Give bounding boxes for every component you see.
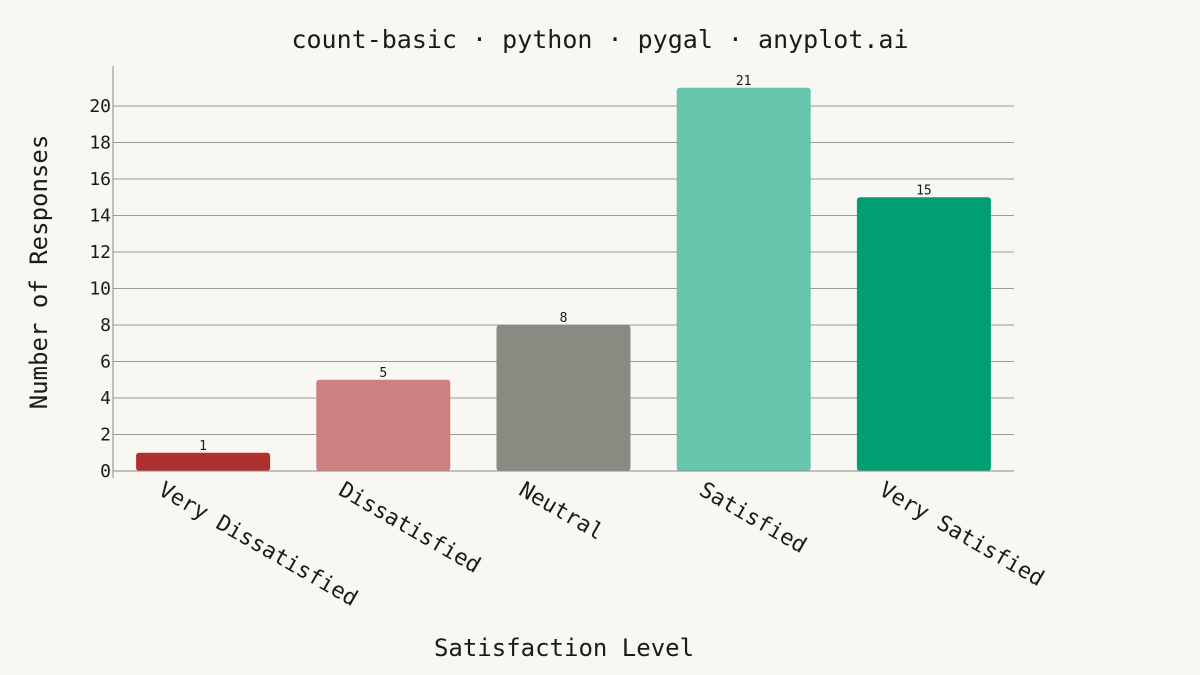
x-tick-label: Very Satisfied (875, 478, 1048, 592)
y-tick-label: 2 (100, 425, 111, 446)
y-tick-label: 8 (100, 315, 111, 336)
y-tick-label: 12 (89, 242, 111, 263)
y-tick-label: 20 (89, 96, 111, 117)
bar-very-satisfied (856, 197, 991, 471)
y-axis-ticks: 0 2 4 6 8 10 12 14 16 18 20 (89, 96, 111, 482)
bar-dissatisfied (316, 379, 451, 471)
bar-satisfied (676, 87, 811, 471)
x-tick-label: Satisfied (695, 478, 811, 559)
x-tick-label: Dissatisfied (334, 478, 484, 579)
x-tick-label: Neutral (515, 478, 608, 546)
bar-value-label: 15 (916, 183, 932, 198)
bar-neutral (496, 325, 631, 471)
bar-value-label: 1 (199, 439, 207, 454)
bar-value-label: 21 (736, 74, 752, 89)
y-axis-title: Number of Responses (25, 135, 53, 410)
y-tick-label: 16 (89, 169, 111, 190)
y-tick-label: 10 (89, 279, 111, 300)
y-tick-label: 0 (100, 461, 111, 482)
chart-title: count-basic · python · pygal · anyplot.a… (291, 25, 908, 54)
y-tick-label: 18 (89, 133, 111, 154)
bar-value-label: 5 (379, 366, 387, 381)
bar-very-dissatisfied (136, 452, 271, 471)
x-axis-title: Satisfaction Level (434, 634, 694, 662)
gridlines (113, 105, 1014, 435)
bar-value-label: 8 (560, 311, 568, 326)
x-tick-label: Very Dissatisfied (154, 478, 362, 612)
y-tick-label: 14 (89, 206, 111, 227)
bars (136, 87, 991, 471)
axes (112, 66, 1014, 478)
y-tick-label: 4 (100, 388, 111, 409)
y-tick-label: 6 (100, 352, 111, 373)
